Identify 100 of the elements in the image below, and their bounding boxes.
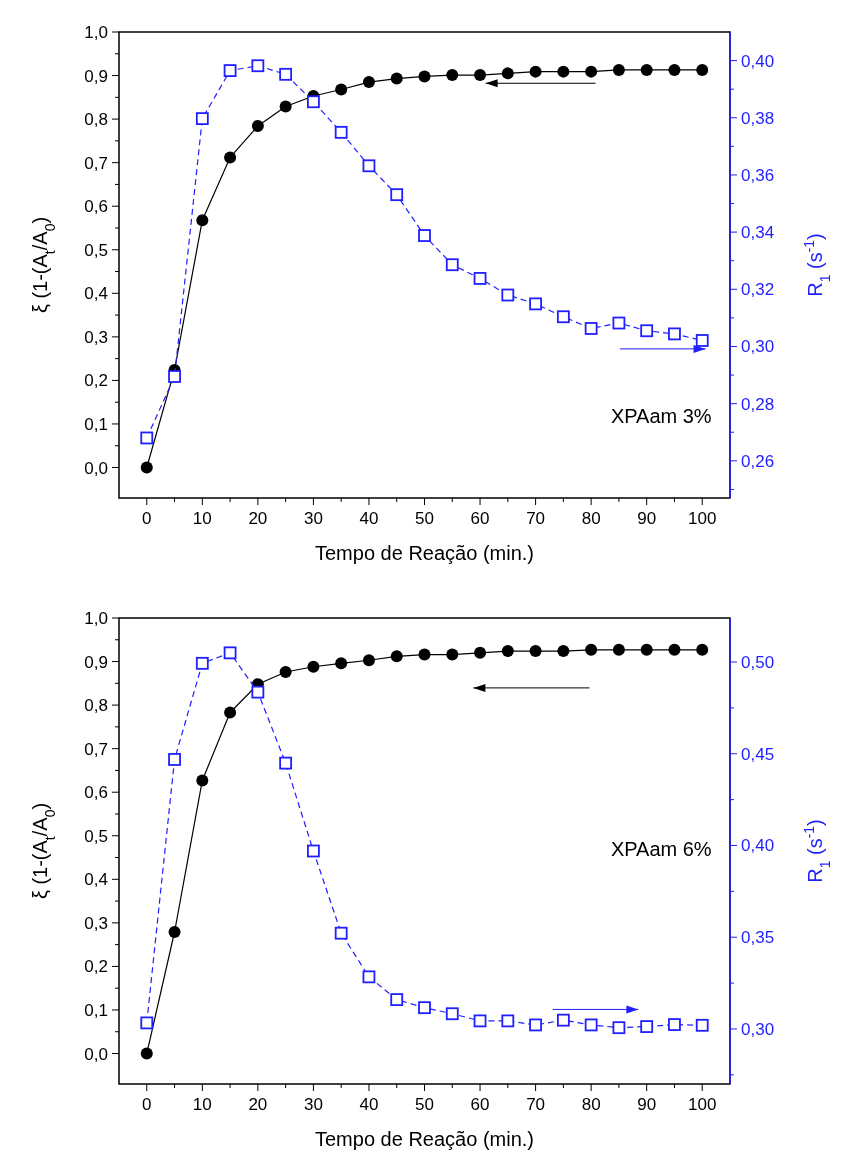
point [529, 297, 542, 311]
y-tick-label: 1,0 [84, 23, 108, 42]
x-tick-label: 60 [470, 1095, 490, 1114]
point [445, 258, 459, 272]
point [640, 643, 653, 656]
point [223, 646, 237, 660]
annotation: XPAam 6% [610, 837, 712, 860]
y-tick-label: 0,0 [84, 1044, 108, 1064]
point [612, 63, 625, 76]
point [529, 1018, 542, 1032]
point [279, 67, 293, 81]
y-tick-label: 0,3 [84, 327, 108, 347]
y2-tick-label: 0,30 [741, 337, 775, 357]
y-tick-label: 0,5 [84, 240, 108, 260]
point [168, 370, 181, 383]
point [640, 63, 653, 76]
y-tick-label: 0,9 [84, 652, 108, 672]
y2-tick-label: 0,30 [741, 1019, 775, 1039]
point [668, 327, 681, 341]
point [224, 706, 237, 719]
point [195, 112, 209, 126]
point [140, 1016, 154, 1030]
point [585, 65, 598, 78]
point [168, 753, 181, 766]
y-tick-label: 0,4 [84, 870, 108, 890]
y-tick-label: 0,6 [84, 197, 108, 217]
y-tick-label: 0,8 [84, 110, 108, 130]
x-tick-label: 100 [688, 1095, 717, 1114]
x-tick-label: 50 [415, 1095, 434, 1114]
y2-tick-label: 0,26 [741, 451, 775, 471]
point [557, 645, 570, 658]
point [140, 461, 153, 474]
point [474, 646, 487, 659]
point [695, 1018, 709, 1032]
point [501, 67, 514, 80]
point [362, 970, 376, 984]
x-tick-label: 0 [142, 1095, 152, 1114]
point [168, 926, 181, 939]
point [446, 648, 459, 661]
point [140, 431, 154, 445]
point [668, 63, 681, 76]
x-tick-label: 70 [526, 509, 546, 528]
x-tick-label: 40 [359, 509, 379, 528]
x-tick-label: 50 [415, 509, 434, 528]
x-tick-label: 80 [581, 509, 601, 528]
y-tick-label: 0,7 [84, 739, 108, 759]
point [335, 83, 348, 96]
point [223, 64, 237, 77]
point [279, 666, 292, 678]
x-axis-title: Tempo de Reação (min.) [315, 542, 534, 564]
point [696, 63, 709, 76]
point [501, 1014, 515, 1028]
x-axis-title: Tempo de Reação (min.) [315, 1128, 534, 1150]
x-tick-label: 90 [637, 1095, 657, 1114]
point [251, 120, 264, 133]
point [668, 1018, 681, 1031]
point [612, 643, 625, 656]
y-tick-label: 0,9 [84, 66, 108, 86]
point [390, 993, 404, 1007]
point [668, 643, 681, 656]
point [224, 151, 237, 164]
y-tick-label: 0,5 [84, 826, 108, 846]
point [529, 645, 542, 658]
y2-tick-label: 0,36 [741, 165, 775, 185]
point [501, 288, 515, 302]
point [307, 844, 320, 858]
x-tick-label: 10 [192, 1095, 212, 1114]
point [196, 214, 209, 227]
point [251, 59, 265, 73]
point [390, 72, 403, 85]
y2-tick-label: 0,28 [741, 394, 775, 414]
y-tick-label: 0,7 [84, 153, 108, 173]
y-tick-label: 0,8 [84, 696, 108, 716]
y-tick-label: 0,0 [84, 458, 108, 478]
point [474, 69, 487, 82]
y-tick-label: 0,6 [84, 783, 108, 803]
point [445, 1007, 459, 1021]
x-tick-label: 70 [526, 1095, 546, 1114]
point [640, 324, 654, 338]
y2-tick-label: 0,32 [741, 280, 775, 300]
point [446, 69, 459, 82]
point [196, 774, 209, 787]
point [390, 650, 403, 663]
point [585, 643, 598, 656]
point [473, 272, 487, 285]
point [584, 322, 598, 335]
x-tick-label: 30 [303, 509, 323, 528]
point [418, 229, 431, 242]
point [418, 70, 431, 83]
point [335, 657, 348, 670]
annotation: XPAam 3% [610, 405, 712, 428]
x-tick-label: 100 [688, 509, 717, 528]
point [362, 159, 376, 173]
point [279, 100, 292, 113]
point [251, 685, 265, 699]
y2-tick-label: 0,50 [741, 653, 775, 673]
x-tick-label: 20 [248, 1095, 268, 1114]
point [307, 95, 320, 109]
y2-tick-label: 0,38 [741, 108, 775, 128]
x-tick-label: 90 [637, 509, 657, 528]
